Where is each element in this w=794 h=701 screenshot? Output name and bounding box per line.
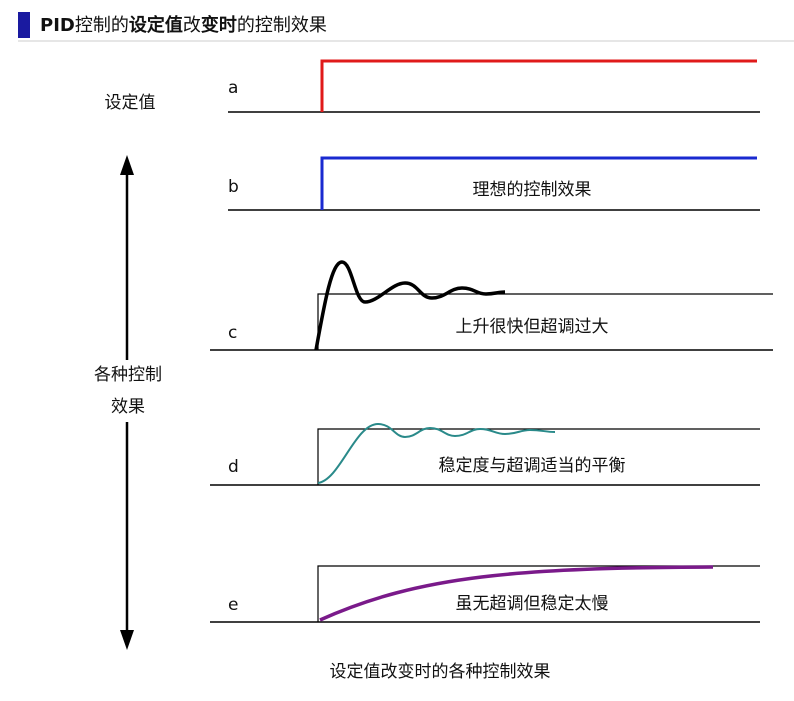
setpoint-label: 设定值 (105, 93, 156, 113)
title: PID控制的设定值改变时的控制效果 (40, 14, 327, 36)
arrow-head-up (120, 155, 134, 175)
row-letter: d (228, 457, 239, 477)
setpoint-line (317, 428, 760, 485)
row-letter: e (228, 595, 238, 615)
row-letter: b (228, 177, 239, 197)
title-part: 的控制效果 (237, 15, 327, 36)
arrow-head-down (120, 630, 134, 650)
row-letter: c (228, 323, 237, 343)
effects-label: 各种控制 (94, 365, 162, 385)
step-blue (320, 156, 757, 210)
label-backdrop (95, 360, 161, 422)
response-curve (317, 422, 556, 484)
title-part: 改 (183, 15, 201, 36)
row-label: 上升很快但超调过大 (456, 317, 609, 337)
title-part: 控制的 (75, 15, 129, 36)
row-label: 虽无超调但稳定太慢 (456, 593, 609, 614)
title-part: 设定值 (129, 14, 183, 36)
effects-label: 效果 (111, 397, 145, 417)
response-curve (314, 260, 506, 351)
row-letter: a (228, 78, 238, 98)
caption: 设定值改变时的各种控制效果 (330, 662, 551, 682)
row-label: 稳定度与超调适当的平衡 (439, 456, 626, 476)
title-part: PID (40, 15, 75, 36)
title-part: 变时 (201, 14, 237, 36)
setpoint-line (317, 565, 760, 622)
title-marker (18, 12, 30, 38)
row-label: 理想的控制效果 (473, 180, 592, 200)
step-red (320, 59, 757, 112)
response-curve (319, 565, 714, 622)
